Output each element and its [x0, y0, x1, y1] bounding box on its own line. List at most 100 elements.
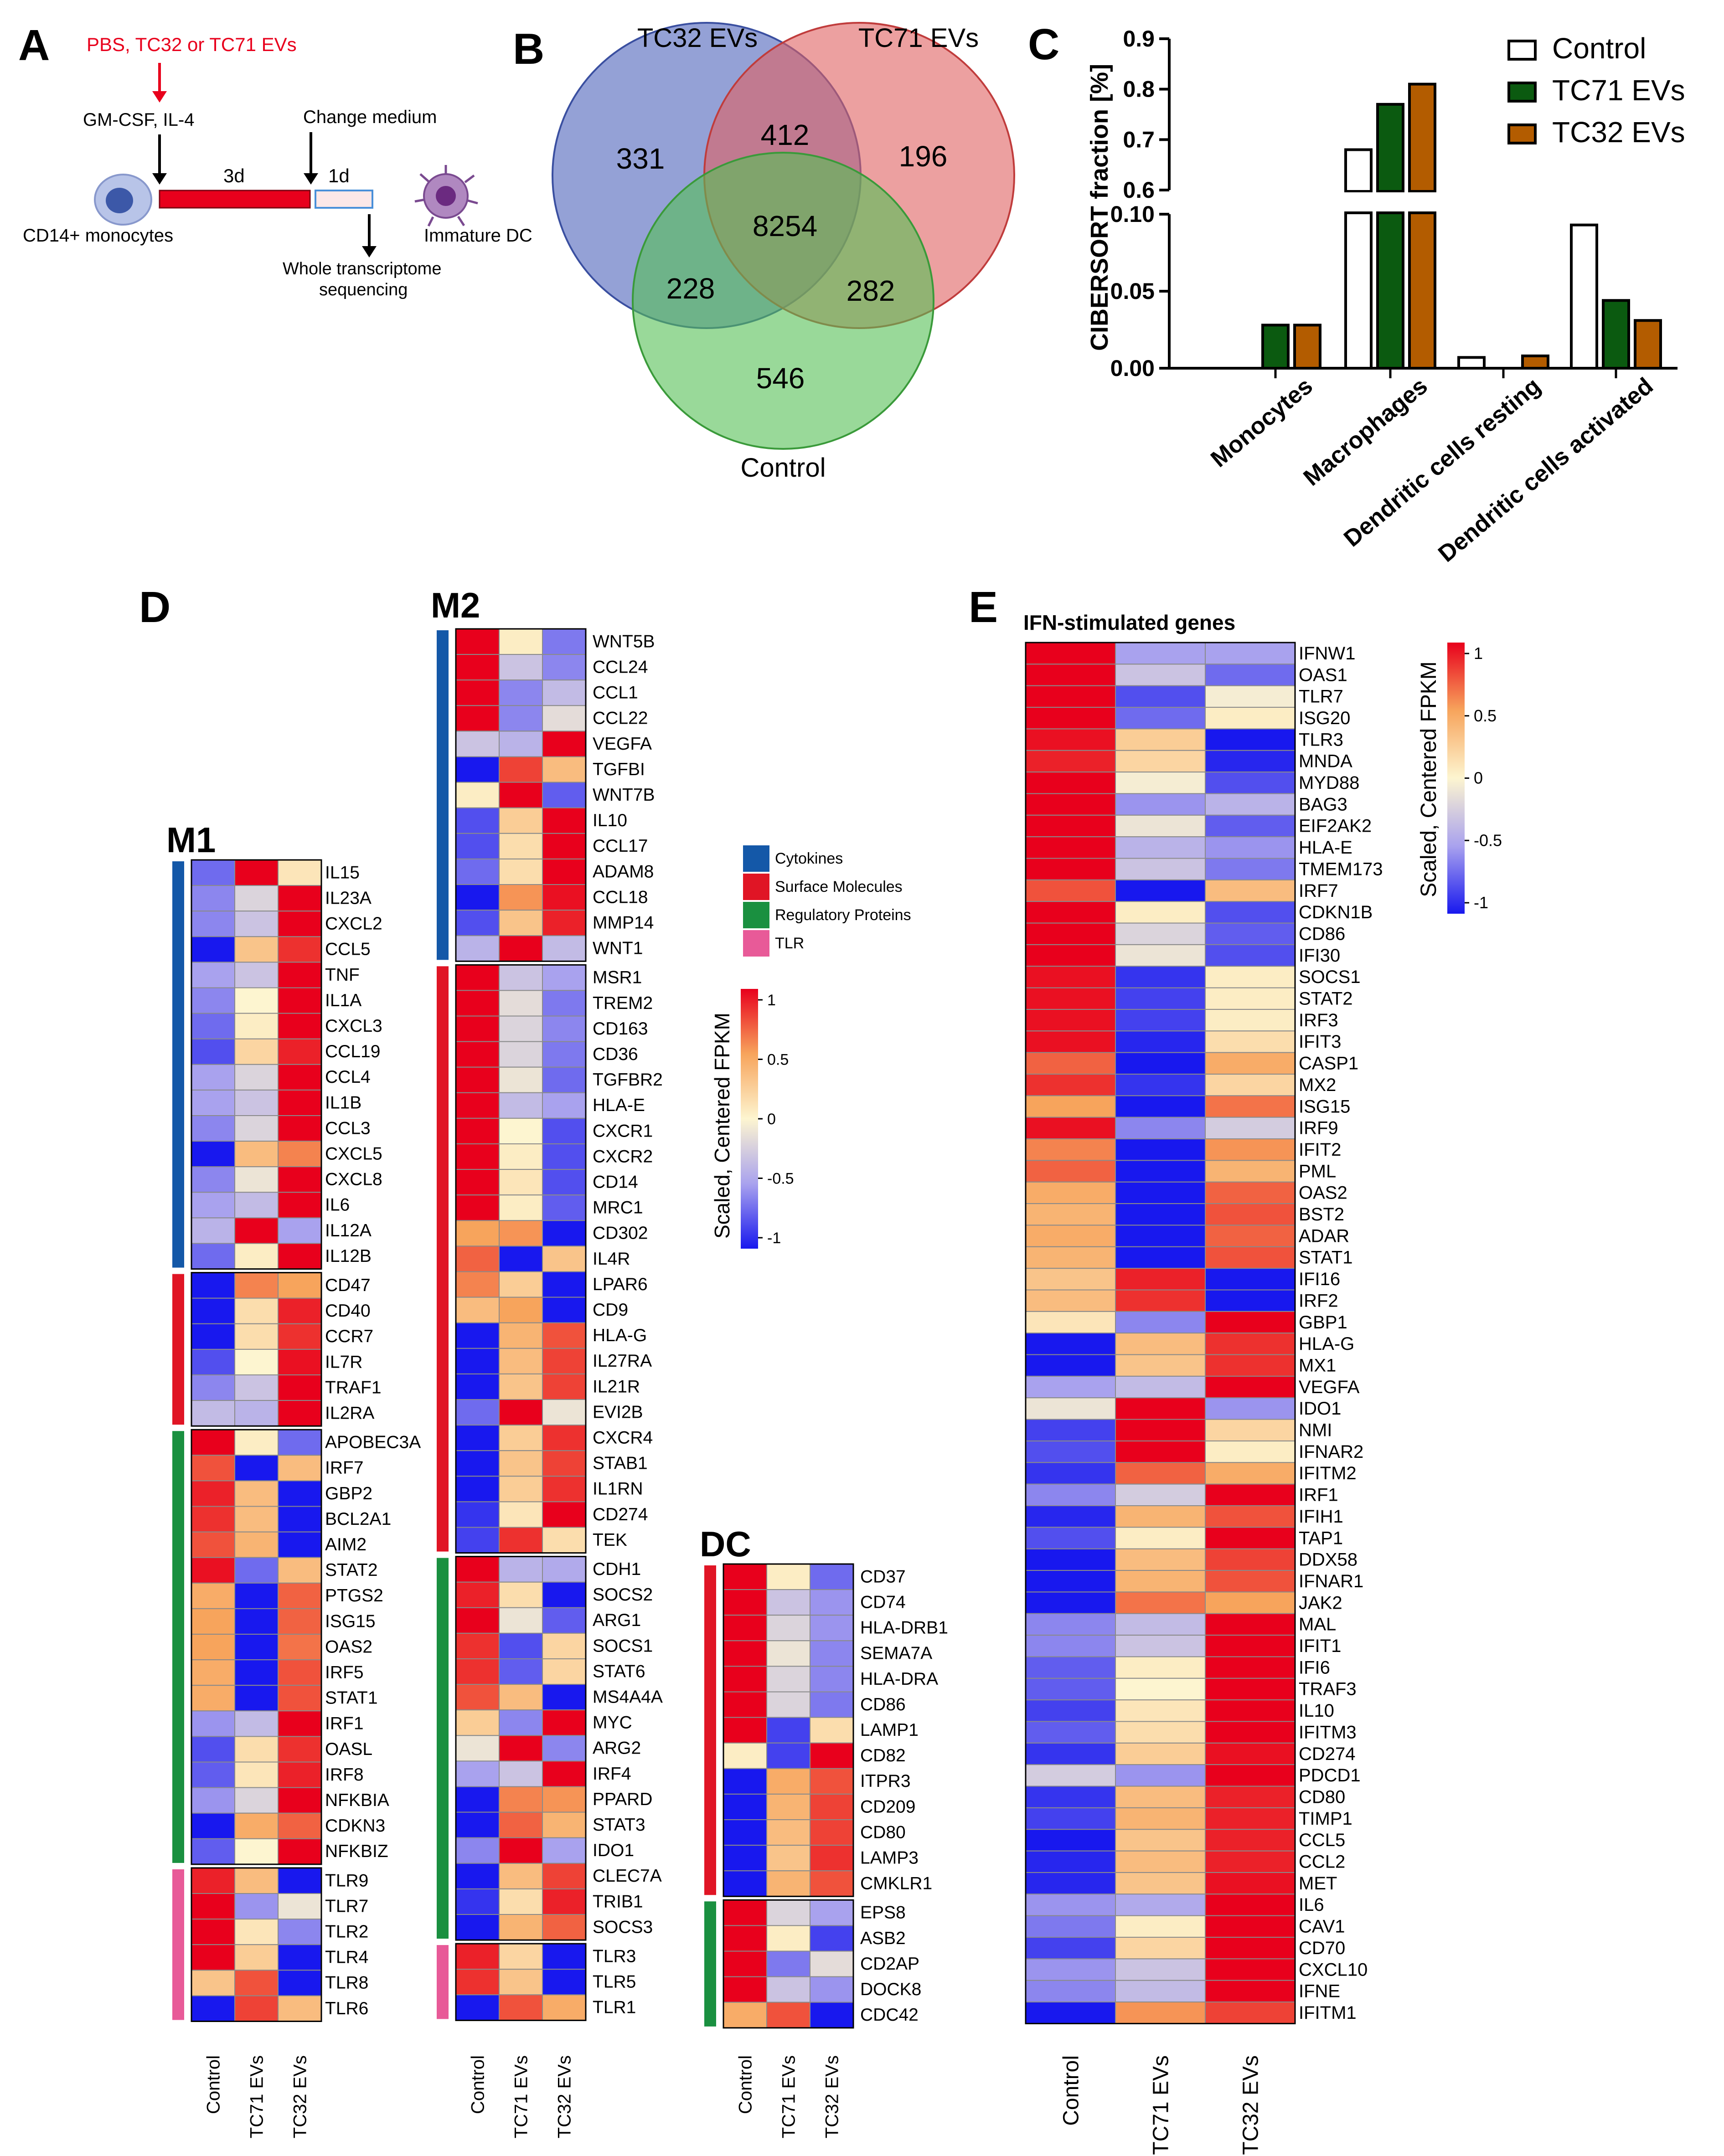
heatmap-cell — [1025, 1397, 1116, 1420]
heatmap-cell — [234, 911, 279, 937]
heatmap-cell — [191, 1064, 235, 1091]
gene-label: IFIH1 — [1299, 1507, 1343, 1527]
heatmap-cell — [1115, 793, 1206, 816]
column-label: Control — [468, 2055, 488, 2114]
heatmap-cell — [455, 1735, 500, 1762]
panel-d: D M1 M2 DC IL15 IL23A CXCL2 CCL5 TNF IL1A CXCL… — [139, 583, 948, 2138]
heatmap-cell — [278, 1736, 322, 1763]
heatmap-cell — [455, 679, 500, 706]
heatmap-cell — [542, 935, 586, 962]
gene-label: IFIT3 — [1299, 1032, 1341, 1052]
heatmap-cell — [810, 1870, 854, 1897]
column-label: TC71 EVs — [779, 2055, 799, 2138]
heatmap-cell — [455, 807, 500, 834]
monocyte-cell-icon — [94, 174, 152, 226]
culture-1d-bar — [315, 190, 373, 209]
heatmap-cell — [1205, 1872, 1296, 1895]
heatmap-border — [1025, 642, 1296, 2024]
gene-label: OASL — [325, 1739, 372, 1759]
heatmap-cell — [499, 1245, 543, 1272]
legend-swatch-tc71-evs — [1507, 82, 1537, 103]
group-border — [191, 1272, 322, 1427]
heatmap-cell — [1205, 1764, 1296, 1787]
heatmap-cell — [499, 1271, 543, 1298]
gene-label: MNDA — [1299, 751, 1352, 772]
gene-label: GBP1 — [1299, 1312, 1347, 1333]
heatmap-cell — [455, 1501, 500, 1528]
heatmap-cell — [1025, 1246, 1116, 1269]
heatmap-cell — [766, 1819, 810, 1846]
heatmap-cell — [1205, 1462, 1296, 1485]
gene-label: CXCL3 — [325, 1016, 382, 1036]
heatmap-cell — [542, 1245, 586, 1272]
gene-label: TLR5 — [593, 1972, 636, 1992]
heatmap-cell — [1115, 1289, 1206, 1312]
heatmap-cell — [499, 679, 543, 706]
heatmap-cell — [1025, 1440, 1116, 1463]
gene-label: BST2 — [1299, 1204, 1344, 1225]
heatmap-cell — [766, 1742, 810, 1769]
heatmap-cell — [1115, 1850, 1206, 1873]
heatmap-cell — [234, 1323, 279, 1350]
heatmap-cell — [278, 936, 322, 963]
heatmap-cell — [499, 1556, 543, 1583]
gene-label: SOCS1 — [593, 1636, 653, 1656]
heatmap-cell — [1205, 1980, 1296, 2003]
heatmap-cell — [455, 1811, 500, 1838]
heatmap-cell — [1025, 1311, 1116, 1334]
heatmap-cell — [234, 1634, 279, 1661]
heatmap-cell — [542, 756, 586, 783]
gene-label: TLR3 — [1299, 730, 1343, 750]
heatmap-cell — [766, 1768, 810, 1795]
heatmap-cell — [1205, 1699, 1296, 1722]
heatmap-cell — [499, 858, 543, 885]
heatmap-cell — [1025, 1505, 1116, 1528]
heatmap-cell — [1115, 814, 1206, 838]
panel-a-letter: A — [18, 21, 50, 70]
heatmap-cell — [1205, 1807, 1296, 1830]
heatmap-cell — [1025, 1354, 1116, 1377]
heatmap-cell — [191, 1506, 235, 1533]
gene-label: WNT1 — [593, 939, 643, 958]
heatmap-cell — [1115, 1656, 1206, 1679]
heatmap-cell — [278, 1787, 322, 1814]
gene-label: CD40 — [325, 1301, 371, 1321]
treatment-label: PBS, TC32 or TC71 EVs — [87, 34, 297, 55]
heatmap-cell — [499, 1994, 543, 2021]
heatmap-cell — [1025, 1483, 1116, 1506]
heatmap-cell — [278, 1243, 322, 1270]
heatmap-cell — [542, 1581, 586, 1608]
gene-label: STAT6 — [593, 1662, 645, 1681]
gene-label: SOCS2 — [593, 1585, 653, 1605]
heatmap-cell — [455, 1888, 500, 1915]
heatmap-cell — [1025, 793, 1116, 816]
heatmap-cell — [1025, 2002, 1116, 2024]
heatmap-cell — [499, 1943, 543, 1970]
heatmap-cell — [1205, 2002, 1296, 2024]
heatmap-cell — [542, 1527, 586, 1554]
group-border — [455, 1943, 587, 2021]
heatmap-cell — [499, 1527, 543, 1554]
gene-label: LPAR6 — [593, 1275, 648, 1294]
heatmap-cell — [234, 1893, 279, 1920]
heatmap-cell — [191, 1089, 235, 1116]
heatmap-cell — [542, 990, 586, 1017]
treatment-arrow-head — [152, 91, 167, 103]
gene-label: CCL5 — [325, 940, 371, 959]
heatmap-cell — [1025, 1527, 1116, 1549]
gene-label: CXCL2 — [325, 914, 382, 934]
heatmap-cell — [278, 1455, 322, 1482]
heatmap-cell — [455, 654, 500, 681]
heatmap-cell — [278, 1867, 322, 1894]
heatmap-cell — [499, 1041, 543, 1068]
bar-control-upper — [1344, 148, 1373, 193]
heatmap-cell — [455, 1297, 500, 1323]
heatmap-cell — [1205, 1311, 1296, 1334]
gene-label: TLR9 — [325, 1871, 368, 1890]
heatmap-cell — [542, 1994, 586, 2021]
gene-label: CD302 — [593, 1224, 648, 1243]
gene-label: LAMP3 — [860, 1848, 919, 1868]
heatmap-cell — [499, 964, 543, 991]
heatmap-cell — [191, 911, 235, 937]
